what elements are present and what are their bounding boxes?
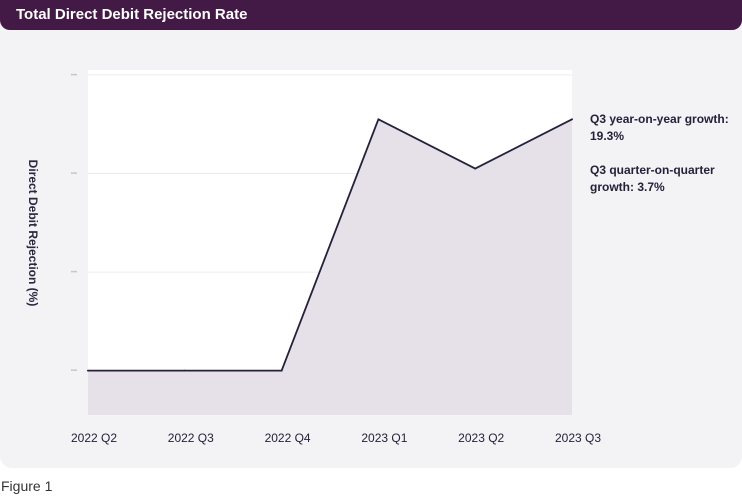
x-tick-2023-q1: 2023 Q1	[361, 431, 407, 445]
x-tick-2023-q2: 2023 Q2	[458, 431, 504, 445]
area-fill	[88, 119, 572, 416]
y-tick-label-2: •••	[71, 172, 77, 178]
area-series	[88, 119, 572, 416]
line-segment-2	[280, 118, 380, 372]
data-point-2023-q3	[571, 118, 573, 121]
chart-svg: ••• ••• ••• ••• 2022 Q2 2022 Q3 2022 Q4 2023 Q…	[71, 70, 601, 445]
line-segment-3	[377, 118, 477, 170]
chart-header: Total Direct Debit Rejection Rate	[0, 0, 742, 30]
y-tick-label-3: •••	[71, 73, 77, 79]
line-segment-4	[474, 118, 573, 170]
x-tick-2022-q2: 2022 Q2	[71, 431, 117, 445]
data-point-2022-q3	[183, 369, 186, 372]
data-point-2023-q1	[377, 118, 380, 121]
x-tick-2022-q3: 2022 Q3	[168, 431, 214, 445]
line-series	[87, 118, 573, 372]
annotation-yoy-growth: Q3 year-on-year growth: 19.3%	[590, 112, 729, 143]
chart-card: Total Direct Debit Rejection Rate Direct…	[0, 0, 742, 468]
y-tick-label-0: •••	[71, 369, 77, 375]
y-tick-label-1: •••	[71, 270, 77, 276]
y-axis-ticks: ••• ••• ••• •••	[71, 73, 77, 375]
data-point-2022-q2	[87, 369, 89, 372]
annotation-qoq-growth: Q3 quarter-on-quarter growth: 3.7%	[590, 163, 715, 194]
x-axis-ticks: 2022 Q2 2022 Q3 2022 Q4 2023 Q1 2023 Q2 2023 …	[71, 431, 601, 445]
data-point-2023-q2	[474, 167, 477, 170]
x-tick-2022-q4: 2022 Q4	[265, 431, 311, 445]
x-tick-2023-q3: 2023 Q3	[555, 431, 601, 445]
data-point-2022-q4	[280, 369, 283, 372]
chart-title: Total Direct Debit Rejection Rate	[16, 6, 248, 23]
figure-caption: Figure 1	[1, 478, 53, 494]
